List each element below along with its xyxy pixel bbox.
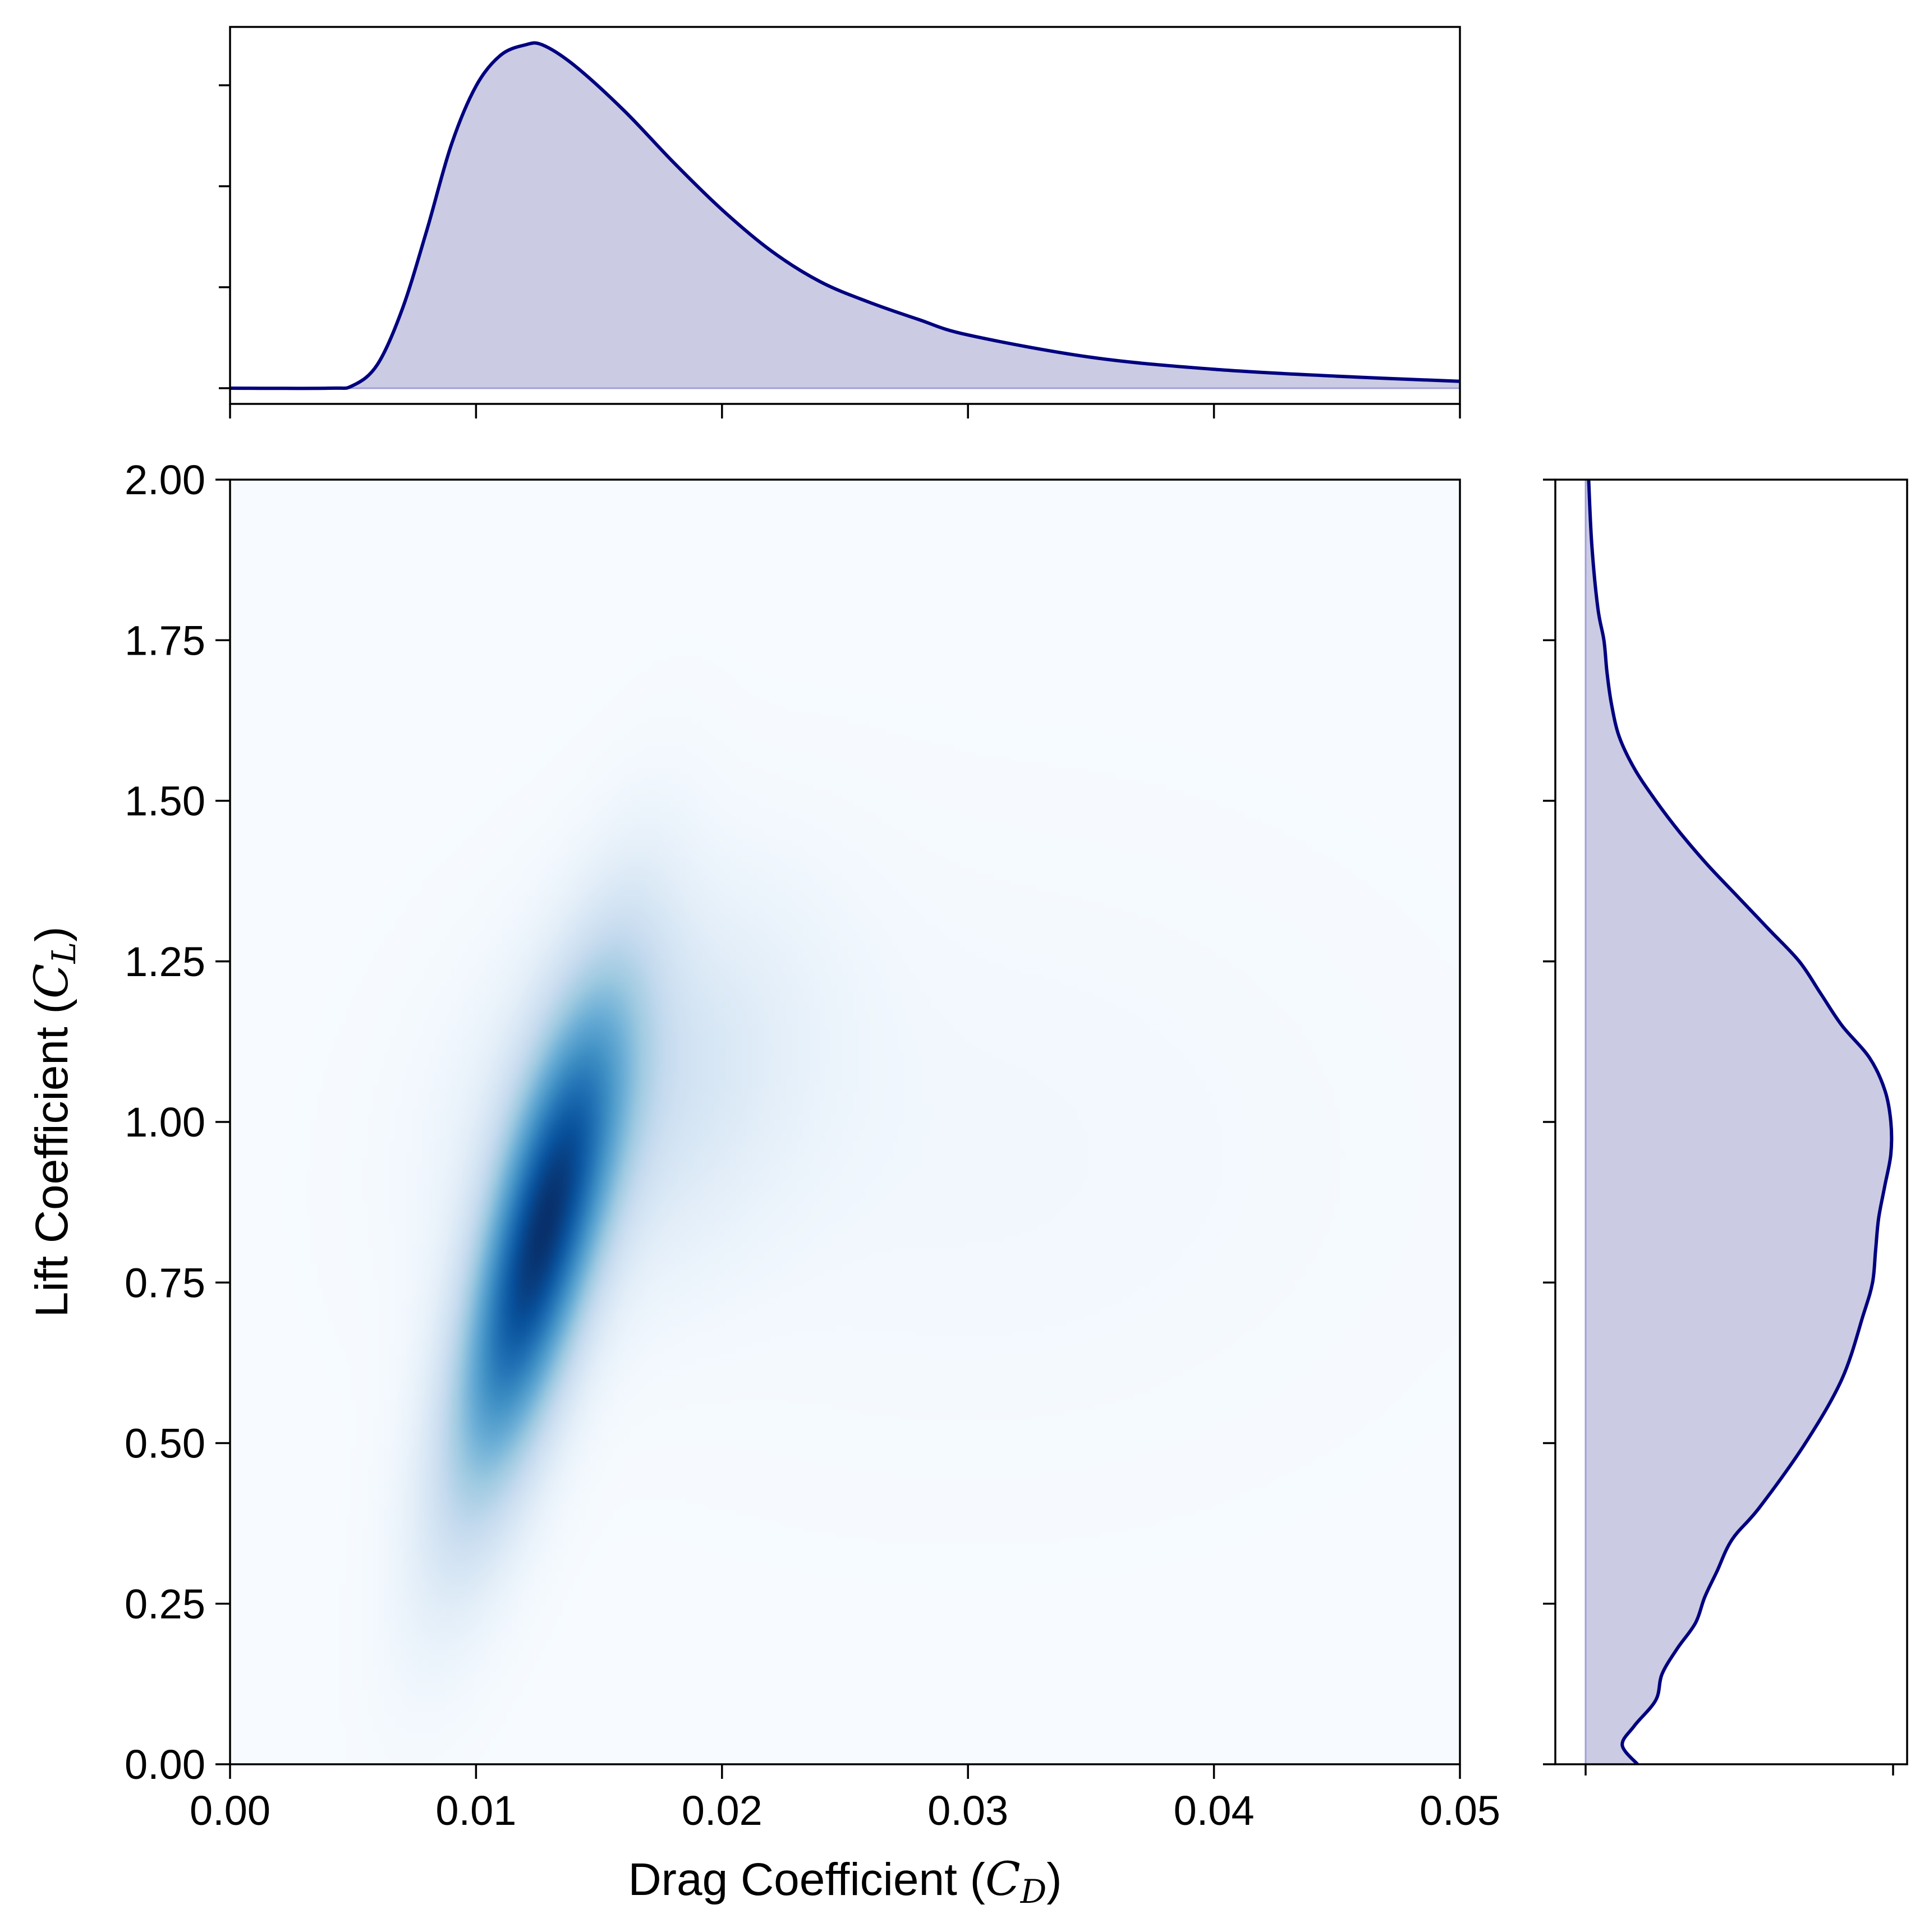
y-tick-label: 0.25 — [125, 1581, 205, 1627]
top-marginal-fill — [230, 43, 1460, 389]
x-tick-label: 0.00 — [190, 1787, 270, 1834]
y-axis-label: Lift Coefficient (CL) — [25, 927, 83, 1318]
y-tick-label: 1.00 — [125, 1099, 205, 1146]
x-tick-label: 0.05 — [1420, 1787, 1500, 1834]
density-heatmap — [230, 480, 1460, 1764]
x-axis-label: Drag Coefficient (CD) — [628, 1853, 1062, 1911]
top-marginal-ticks — [219, 84, 1461, 418]
main-panel: 0.00 0.01 0.02 0.03 0.04 0.05 0.00 0.25 0.50 0.7… — [25, 457, 1500, 1911]
y-tick-label: 0.50 — [125, 1420, 205, 1467]
right-marginal-ticks — [1543, 479, 1894, 1775]
top-panel-frame — [229, 26, 1461, 405]
y-axis-ticks: 0.00 0.25 0.50 0.75 1.00 1.25 1.50 1.75 2.00 — [125, 457, 230, 1788]
y-tick-label: 0.75 — [125, 1259, 205, 1306]
right-marginal-fill — [1586, 480, 1892, 1764]
right-marginal-curve — [1587, 479, 1894, 1766]
y-tick-label: 2.00 — [125, 457, 205, 503]
y-tick-label: 1.75 — [125, 617, 205, 664]
y-tick-label: 1.25 — [125, 939, 205, 985]
right-marginal-panel — [1543, 479, 1908, 1775]
top-marginal-curve — [229, 41, 1460, 390]
x-tick-label: 0.04 — [1174, 1787, 1255, 1834]
top-marginal-panel — [219, 26, 1461, 418]
x-axis-ticks: 0.00 0.01 0.02 0.03 0.04 0.05 — [190, 1764, 1500, 1834]
x-tick-label: 0.01 — [435, 1787, 516, 1834]
y-tick-label: 0.00 — [125, 1741, 205, 1788]
y-tick-label: 1.50 — [125, 778, 205, 825]
x-tick-label: 0.03 — [927, 1787, 1008, 1834]
x-tick-label: 0.02 — [682, 1787, 763, 1834]
